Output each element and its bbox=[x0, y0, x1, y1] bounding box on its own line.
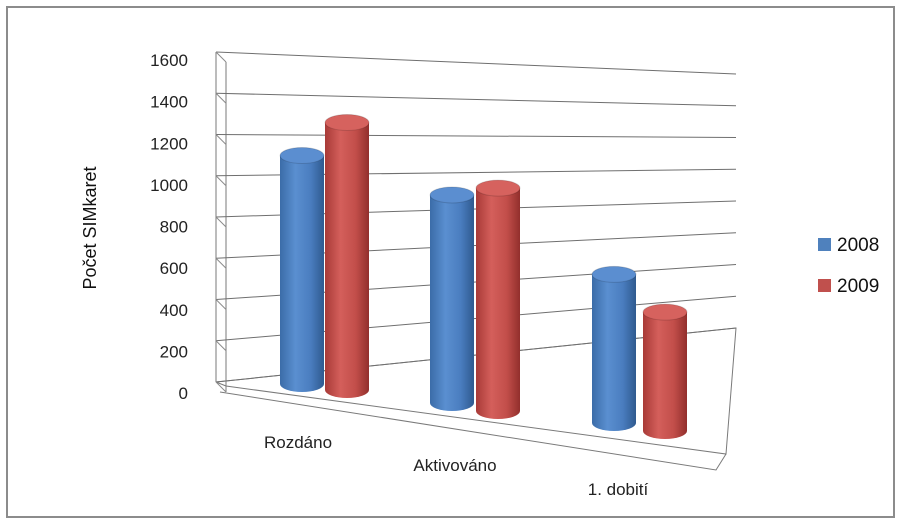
y-tick-label: 400 bbox=[160, 301, 188, 320]
floor-front-edge bbox=[219, 391, 727, 471]
legend-label-2009: 2009 bbox=[837, 276, 879, 297]
y-axis-label: Počet SIMkaret bbox=[80, 166, 100, 289]
side-gridline bbox=[215, 175, 227, 187]
bar-body bbox=[643, 312, 687, 439]
y-tick-label: 800 bbox=[160, 218, 188, 237]
bar-cap bbox=[642, 303, 688, 321]
bar-cap bbox=[429, 186, 475, 204]
bar-2009-2 bbox=[642, 303, 688, 439]
gridline bbox=[215, 134, 737, 138]
legend-swatch-2008 bbox=[818, 238, 831, 251]
y-tick-label: 1200 bbox=[150, 134, 188, 153]
bar-2008-0 bbox=[279, 147, 325, 392]
side-gridline bbox=[215, 299, 227, 310]
side-gridline bbox=[215, 134, 227, 145]
y-tick-label: 0 bbox=[179, 384, 188, 403]
legend-swatch-2009 bbox=[818, 279, 831, 292]
y-tick-label: 1000 bbox=[150, 176, 188, 195]
side-gridline bbox=[215, 216, 227, 228]
side-gridline bbox=[215, 340, 227, 352]
bar-body bbox=[280, 155, 324, 392]
side-gridline bbox=[215, 381, 227, 393]
category-label: Rozdáno bbox=[264, 433, 332, 452]
bar-body bbox=[430, 194, 474, 411]
y-tick-label: 1400 bbox=[150, 93, 188, 112]
bar-2009-1 bbox=[475, 179, 521, 419]
bar-cap bbox=[475, 179, 521, 197]
category-label: Aktivováno bbox=[413, 456, 496, 475]
bar-2009-0 bbox=[324, 114, 370, 398]
gridline bbox=[215, 92, 737, 107]
side-gridline bbox=[215, 51, 227, 63]
bar-body bbox=[476, 188, 520, 419]
chart-plot: 0 200 400 600 800 1000 1200 1400 1600 Rozdáno Akt… bbox=[80, 51, 879, 499]
y-tick-label: 200 bbox=[160, 342, 188, 361]
side-gridline bbox=[215, 257, 227, 269]
bar-cap bbox=[324, 114, 370, 132]
y-tick-label: 1600 bbox=[150, 51, 188, 70]
bar-2008-2 bbox=[591, 265, 637, 431]
y-tick-label: 600 bbox=[160, 259, 188, 278]
bar-2008-1 bbox=[429, 186, 475, 411]
legend-label-2008: 2008 bbox=[837, 235, 879, 256]
bar-cap bbox=[279, 147, 325, 165]
bar-cap bbox=[591, 265, 637, 283]
gridline bbox=[215, 51, 737, 75]
category-label: 1. dobití bbox=[588, 480, 649, 499]
side-gridline bbox=[215, 92, 227, 104]
bar-body bbox=[325, 122, 369, 398]
bar-body bbox=[592, 274, 636, 431]
chart-frame: 0 200 400 600 800 1000 1200 1400 1600 Rozdáno Akt… bbox=[6, 6, 895, 518]
